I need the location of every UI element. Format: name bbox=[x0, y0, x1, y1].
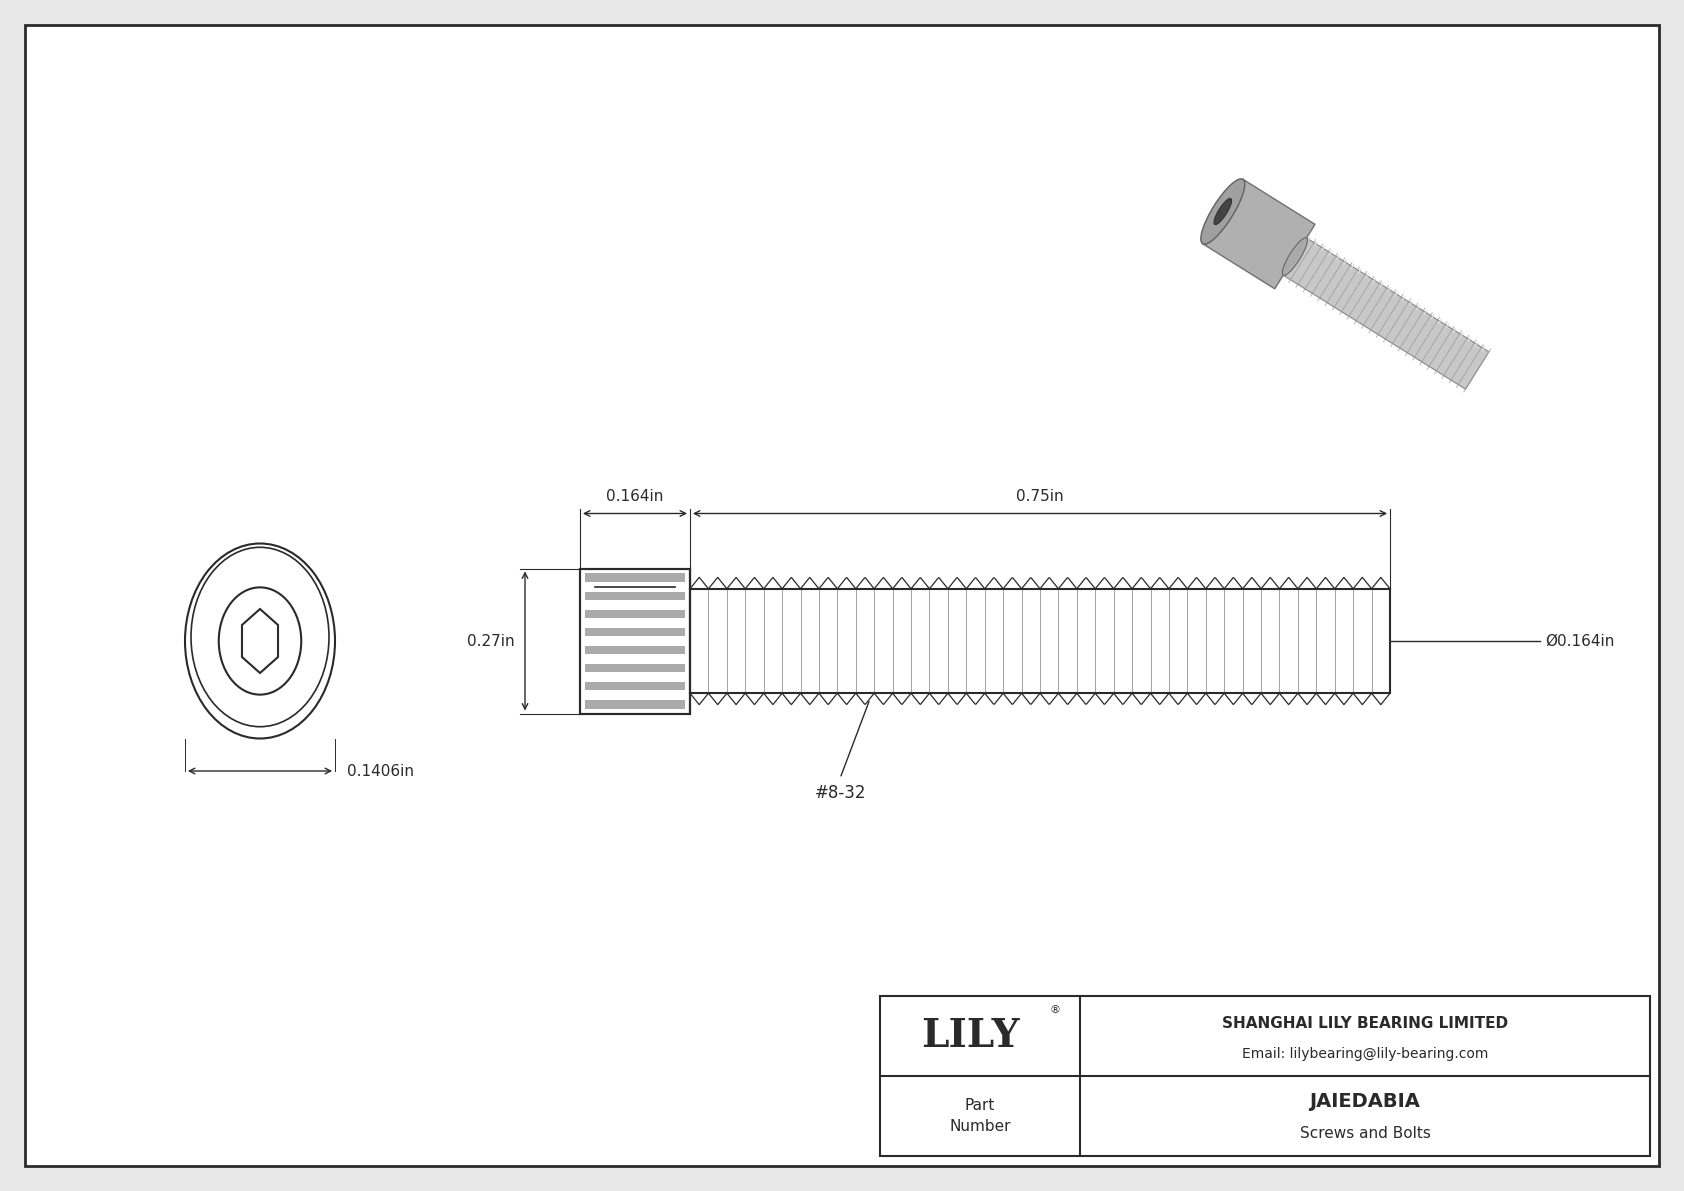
Text: Email: lilybearing@lily-bearing.com: Email: lilybearing@lily-bearing.com bbox=[1241, 1047, 1489, 1061]
Text: Screws and Bolts: Screws and Bolts bbox=[1300, 1127, 1430, 1141]
Text: LILY: LILY bbox=[921, 1017, 1019, 1055]
Ellipse shape bbox=[219, 587, 301, 694]
Bar bbox=[579, 568, 690, 713]
Bar bbox=[584, 610, 685, 618]
Bar bbox=[584, 646, 685, 654]
Text: Part
Number: Part Number bbox=[950, 1098, 1010, 1134]
Bar bbox=[579, 568, 690, 713]
Bar bbox=[584, 574, 685, 581]
Polygon shape bbox=[1283, 238, 1489, 389]
Text: ®: ® bbox=[1049, 1005, 1061, 1015]
Ellipse shape bbox=[1282, 238, 1307, 275]
Text: Ø0.164in: Ø0.164in bbox=[1544, 634, 1615, 649]
Text: 0.75in: 0.75in bbox=[1015, 488, 1064, 504]
Text: SHANGHAI LILY BEARING LIMITED: SHANGHAI LILY BEARING LIMITED bbox=[1223, 1016, 1509, 1031]
Text: JAIEDABIA: JAIEDABIA bbox=[1310, 1092, 1420, 1111]
Ellipse shape bbox=[185, 543, 335, 738]
Bar bbox=[584, 592, 685, 600]
Bar bbox=[881, 996, 1650, 1156]
Text: 0.1406in: 0.1406in bbox=[347, 763, 414, 779]
Bar bbox=[584, 665, 685, 672]
Ellipse shape bbox=[1214, 199, 1231, 225]
Bar bbox=[584, 700, 685, 709]
Text: #8-32: #8-32 bbox=[815, 784, 866, 802]
Text: 0.27in: 0.27in bbox=[468, 634, 515, 649]
Bar bbox=[584, 682, 685, 691]
Text: 0.164in: 0.164in bbox=[606, 488, 663, 504]
Polygon shape bbox=[242, 609, 278, 673]
Bar bbox=[584, 628, 685, 636]
Polygon shape bbox=[1202, 180, 1315, 288]
Ellipse shape bbox=[1201, 179, 1244, 244]
